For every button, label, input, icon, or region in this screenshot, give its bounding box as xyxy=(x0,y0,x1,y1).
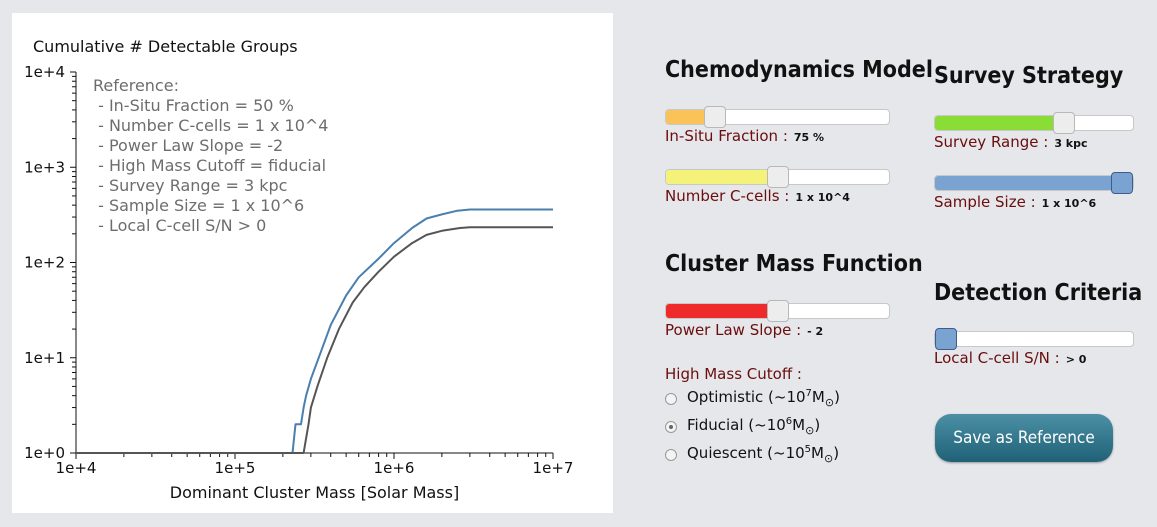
chart-title: Cumulative # Detectable Groups xyxy=(33,37,298,56)
power-law-slope-label: Power Law Slope : - 2 xyxy=(665,321,823,339)
cutoff-option-label: Optimistic (~107M⊙) xyxy=(687,388,840,409)
slider-fill xyxy=(666,304,778,318)
reference-line: - In-Situ Fraction = 50 % xyxy=(93,96,294,115)
slider-handle[interactable] xyxy=(704,106,727,128)
sample-size-slider[interactable] xyxy=(934,172,1134,194)
insitu-fraction-slider[interactable] xyxy=(665,106,890,128)
insitu-fraction-value: 75 % xyxy=(793,131,825,144)
label-text: In-Situ Fraction : xyxy=(665,127,788,145)
chart-plot: 1e+4 1e+5 1e+6 1e+7 1e+0 1e+1 1e+2 1e+3 1e+4 Domi… xyxy=(24,63,574,502)
slider-handle[interactable] xyxy=(766,166,789,188)
power-law-slope-value: - 2 xyxy=(807,325,824,338)
sample-size-label: Sample Size : 1 x 10^6 xyxy=(934,193,1096,211)
radio-button[interactable] xyxy=(665,448,677,461)
slider-fill xyxy=(935,176,1122,190)
slider-fill xyxy=(935,116,1064,130)
cutoff-option-label: Quiescent (~105M⊙) xyxy=(687,444,840,465)
reference-line: - Sample Size = 1 x 10^6 xyxy=(93,196,305,215)
cutoff-option-label: Fiducial (~106M⊙) xyxy=(687,416,821,437)
number-ccells-value: 1 x 10^4 xyxy=(795,191,850,204)
slider-handle[interactable] xyxy=(1052,112,1075,134)
number-ccells-label: Number C-cells : 1 x 10^4 xyxy=(665,187,850,205)
cutoff-option[interactable]: Quiescent (~105M⊙) xyxy=(665,444,839,465)
y-tick-label: 1e+2 xyxy=(24,254,65,272)
local-ccell-snr-label: Local C-cell S/N : > 0 xyxy=(934,349,1086,367)
cluster-mass-heading: Cluster Mass Function xyxy=(665,251,923,277)
y-tick-label: 1e+1 xyxy=(24,349,65,367)
high-mass-cutoff-label: High Mass Cutoff : xyxy=(665,365,802,383)
series-line xyxy=(76,226,553,454)
reference-line: Reference: xyxy=(93,76,179,95)
label-text: Local C-cell S/N : xyxy=(934,349,1060,367)
survey-range-value: 3 kpc xyxy=(1054,137,1088,150)
save-as-reference-button[interactable]: Save as Reference xyxy=(935,414,1113,462)
label-text: Sample Size : xyxy=(934,193,1036,211)
radio-button[interactable] xyxy=(665,392,677,405)
survey-strategy-heading: Survey Strategy xyxy=(934,63,1124,89)
insitu-fraction-label: In-Situ Fraction : 75 % xyxy=(665,127,824,145)
cutoff-option[interactable]: Fiducial (~106M⊙) xyxy=(665,416,820,437)
detection-criteria-heading: Detection Criteria xyxy=(934,280,1143,306)
y-tick-label: 1e+0 xyxy=(24,444,65,462)
radio-button[interactable] xyxy=(665,420,677,433)
x-tick-label: 1e+6 xyxy=(374,459,415,477)
reference-line: - Local C-cell S/N > 0 xyxy=(93,216,267,235)
survey-range-label: Survey Range : 3 kpc xyxy=(934,133,1088,151)
slider-fill xyxy=(666,170,778,184)
reference-line: - Survey Range = 3 kpc xyxy=(93,176,288,195)
local-ccell-snr-slider[interactable] xyxy=(934,328,1134,350)
label-text: Power Law Slope : xyxy=(665,321,802,339)
reference-line: - Power Law Slope = -2 xyxy=(93,136,284,155)
series-line xyxy=(76,208,553,454)
x-axis-label: Dominant Cluster Mass [Solar Mass] xyxy=(170,483,459,502)
chemodynamics-heading: Chemodynamics Model xyxy=(665,57,933,83)
label-text: Survey Range : xyxy=(934,133,1049,151)
y-tick-label: 1e+4 xyxy=(24,63,65,81)
reference-line: - Number C-cells = 1 x 10^4 xyxy=(93,116,329,135)
chart-panel: Cumulative # Detectable Groups 1e+4 1e+5 1… xyxy=(12,13,613,513)
power-law-slope-slider[interactable] xyxy=(665,300,890,322)
survey-range-slider[interactable] xyxy=(934,112,1134,134)
slider-handle[interactable] xyxy=(935,328,957,350)
x-tick-label: 1e+4 xyxy=(56,459,97,477)
reference-line: - High Mass Cutoff = fiducial xyxy=(93,156,327,175)
cutoff-option[interactable]: Optimistic (~107M⊙) xyxy=(665,388,840,409)
x-tick-label: 1e+7 xyxy=(533,459,574,477)
reference-legend: Reference: - In-Situ Fraction = 50 % - N… xyxy=(93,76,328,236)
slider-handle[interactable] xyxy=(766,300,789,322)
y-tick-label: 1e+3 xyxy=(24,158,65,176)
sample-size-value: 1 x 10^6 xyxy=(1041,197,1097,210)
x-tick-label: 1e+5 xyxy=(215,459,256,477)
label-text: Number C-cells : xyxy=(665,187,790,205)
slider-fill xyxy=(666,110,716,124)
slider-handle[interactable] xyxy=(1111,172,1133,194)
number-ccells-slider[interactable] xyxy=(665,166,890,188)
local-ccell-snr-value: > 0 xyxy=(1065,353,1087,366)
